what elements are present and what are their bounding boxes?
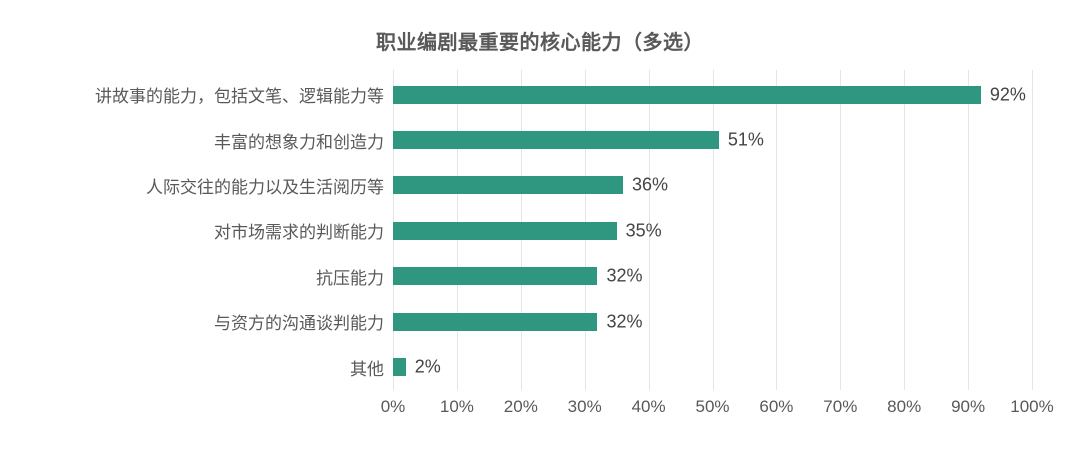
- gridline: [840, 70, 842, 390]
- bar-row: 对市场需求的判断能力 35%: [0, 208, 1080, 253]
- value-label: 51%: [727, 129, 764, 150]
- category-label: 抗压能力: [316, 268, 384, 288]
- bar-row: 其他 2%: [0, 344, 1080, 389]
- x-tick-label: 40%: [631, 397, 666, 416]
- bar-track: 35%: [393, 220, 1032, 241]
- bar-rows: 讲故事的能力，包括文笔、逻辑能力等 92% 丰富的想象力和创造力 51% 人际交往的能力…: [0, 72, 1080, 390]
- x-tick-label: 50%: [695, 397, 730, 416]
- bar-track: 36%: [393, 174, 1032, 195]
- bar-track: 32%: [393, 265, 1032, 286]
- category-label: 讲故事的能力，包括文笔、逻辑能力等: [95, 87, 384, 107]
- x-tick-label: 100%: [1010, 397, 1054, 416]
- gridline: [904, 70, 906, 390]
- bar-row: 抗压能力 32%: [0, 254, 1080, 299]
- x-axis: 0% 10% 20% 30% 40% 50% 60% 70% 80% 90% 100%: [381, 397, 1054, 419]
- bar-row: 丰富的想象力和创造力 51%: [0, 117, 1080, 162]
- category-label: 其他: [350, 359, 384, 379]
- x-tick-label: 60%: [759, 397, 794, 416]
- gridline: [1032, 70, 1033, 390]
- bar: [393, 221, 617, 240]
- value-label: 2%: [414, 356, 441, 377]
- bar-row: 人际交往的能力以及生活阅历等 36%: [0, 163, 1080, 208]
- value-label: 32%: [606, 311, 643, 332]
- x-tick-label: 20%: [503, 397, 538, 416]
- category-label: 与资方的沟通谈判能力: [214, 314, 384, 334]
- category-label: 对市场需求的判断能力: [214, 223, 384, 243]
- bar: [393, 312, 598, 331]
- gridline: [776, 70, 778, 390]
- value-label: 36%: [632, 174, 669, 195]
- bar-track: 32%: [393, 311, 1032, 332]
- x-tick-label: 90%: [951, 397, 986, 416]
- bar-track: 2%: [393, 356, 1032, 377]
- value-label: 32%: [606, 265, 643, 286]
- value-label: 92%: [989, 84, 1026, 105]
- x-tick-label: 30%: [567, 397, 602, 416]
- bar: [393, 267, 598, 286]
- bar-row: 讲故事的能力，包括文笔、逻辑能力等 92%: [0, 72, 1080, 117]
- x-tick-label: 10%: [439, 397, 474, 416]
- category-label: 人际交往的能力以及生活阅历等: [146, 177, 384, 197]
- value-label: 35%: [625, 220, 662, 241]
- x-tick-label: 0%: [380, 397, 406, 416]
- bar: [393, 176, 624, 195]
- chart-title: 职业编剧最重要的核心能力（多选）: [376, 32, 704, 54]
- bar-track: 51%: [393, 129, 1032, 150]
- bar-row: 与资方的沟通谈判能力 32%: [0, 299, 1080, 344]
- bar-track: 92%: [393, 84, 1032, 105]
- x-tick-label: 70%: [823, 397, 858, 416]
- x-tick-label: 80%: [887, 397, 922, 416]
- bar: [393, 131, 719, 150]
- bar: [393, 358, 406, 377]
- gridline: [712, 70, 714, 390]
- bar: [393, 85, 981, 104]
- gridline: [648, 70, 650, 390]
- category-label: 丰富的想象力和创造力: [214, 132, 384, 152]
- gridline: [968, 70, 970, 390]
